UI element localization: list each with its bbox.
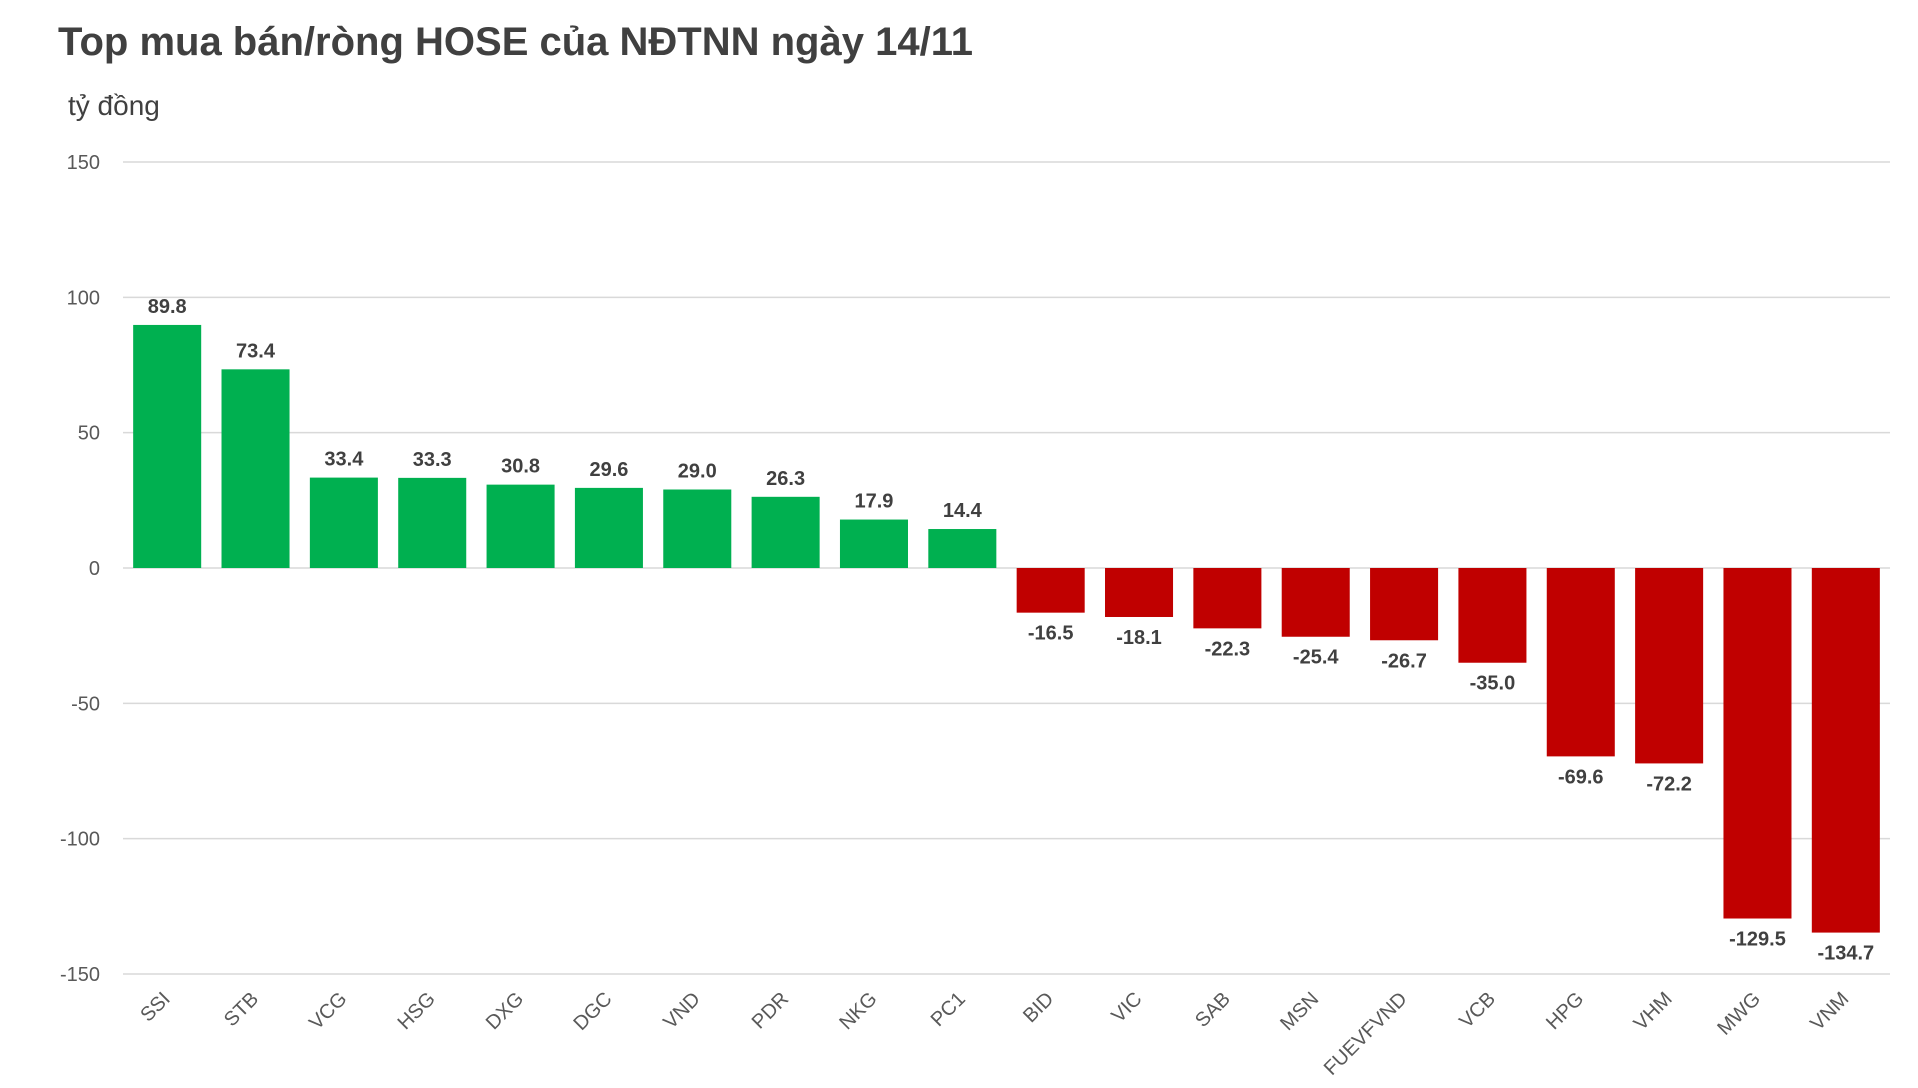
bar bbox=[398, 477, 467, 568]
x-tick-label: SSI bbox=[136, 988, 174, 1026]
data-label: 89.8 bbox=[148, 296, 187, 318]
y-tick-label: -150 bbox=[60, 964, 100, 986]
y-tick-label: 150 bbox=[67, 152, 100, 174]
bar bbox=[1811, 568, 1880, 933]
data-label: 30.8 bbox=[501, 456, 540, 478]
x-tick-label: STB bbox=[220, 988, 263, 1031]
data-label: -18.1 bbox=[1116, 627, 1162, 649]
bar bbox=[928, 529, 997, 568]
data-label: 73.4 bbox=[236, 340, 276, 362]
x-tick-label: VCB bbox=[1455, 988, 1500, 1033]
bar bbox=[221, 369, 290, 568]
x-tick-label: VIC bbox=[1107, 988, 1146, 1027]
chart-title: Top mua bán/ròng HOSE của NĐTNN ngày 14/… bbox=[58, 20, 973, 64]
x-tick-label: VHM bbox=[1630, 988, 1677, 1035]
bar bbox=[133, 324, 202, 568]
x-tick-label: NKG bbox=[835, 988, 881, 1034]
data-label: -35.0 bbox=[1470, 673, 1516, 695]
data-label: -134.7 bbox=[1817, 943, 1874, 965]
data-label: -25.4 bbox=[1293, 647, 1339, 669]
bar bbox=[839, 519, 908, 568]
x-tick-label: HSG bbox=[394, 988, 440, 1034]
bar bbox=[1016, 568, 1085, 613]
data-label: 33.3 bbox=[413, 449, 452, 471]
data-label: 26.3 bbox=[766, 468, 805, 490]
y-tick-label: -100 bbox=[60, 829, 100, 851]
x-tick-label: MSN bbox=[1276, 988, 1323, 1035]
x-tick-label: PDR bbox=[748, 988, 793, 1033]
data-label: -26.7 bbox=[1381, 650, 1427, 672]
data-label: -22.3 bbox=[1205, 638, 1251, 660]
x-tick-label: VNM bbox=[1806, 988, 1853, 1035]
data-label: 14.4 bbox=[943, 500, 983, 522]
x-tick-label: VND bbox=[659, 988, 704, 1033]
bar bbox=[1281, 568, 1350, 637]
data-label: 33.4 bbox=[324, 449, 364, 471]
y-tick-label: 100 bbox=[67, 287, 100, 309]
y-tick-label: 0 bbox=[89, 558, 100, 580]
data-label: -129.5 bbox=[1729, 929, 1786, 951]
data-label: 29.6 bbox=[589, 459, 628, 481]
y-tick-label: 50 bbox=[78, 423, 100, 445]
y-tick-label: -50 bbox=[71, 693, 100, 715]
bar bbox=[1458, 568, 1527, 663]
x-tick-label: DGC bbox=[569, 988, 616, 1035]
x-tick-label: PC1 bbox=[927, 988, 970, 1031]
bar bbox=[751, 496, 820, 568]
data-label: -16.5 bbox=[1028, 623, 1074, 645]
x-tick-label: VCG bbox=[305, 988, 351, 1034]
data-label: -69.6 bbox=[1558, 766, 1604, 788]
bar bbox=[574, 487, 643, 568]
x-tick-label: DXG bbox=[482, 988, 528, 1034]
bar bbox=[1723, 568, 1792, 919]
x-tick-label: FUEVFVND bbox=[1320, 988, 1412, 1080]
data-label: 29.0 bbox=[678, 461, 717, 483]
data-label: 17.9 bbox=[855, 491, 894, 513]
bar bbox=[1370, 568, 1439, 641]
x-tick-label: MWG bbox=[1713, 988, 1765, 1040]
bar bbox=[309, 477, 378, 568]
y-axis-unit-label: tỷ đồng bbox=[68, 90, 160, 121]
bar bbox=[1635, 568, 1704, 764]
bar bbox=[486, 484, 555, 568]
bar bbox=[1193, 568, 1262, 629]
bar bbox=[663, 489, 732, 568]
data-label: -72.2 bbox=[1646, 773, 1692, 795]
bar bbox=[1105, 568, 1174, 617]
bar bbox=[1546, 568, 1615, 757]
x-tick-label: BID bbox=[1019, 988, 1058, 1027]
x-tick-label: HPG bbox=[1542, 988, 1588, 1034]
x-tick-label: SAB bbox=[1191, 988, 1235, 1032]
